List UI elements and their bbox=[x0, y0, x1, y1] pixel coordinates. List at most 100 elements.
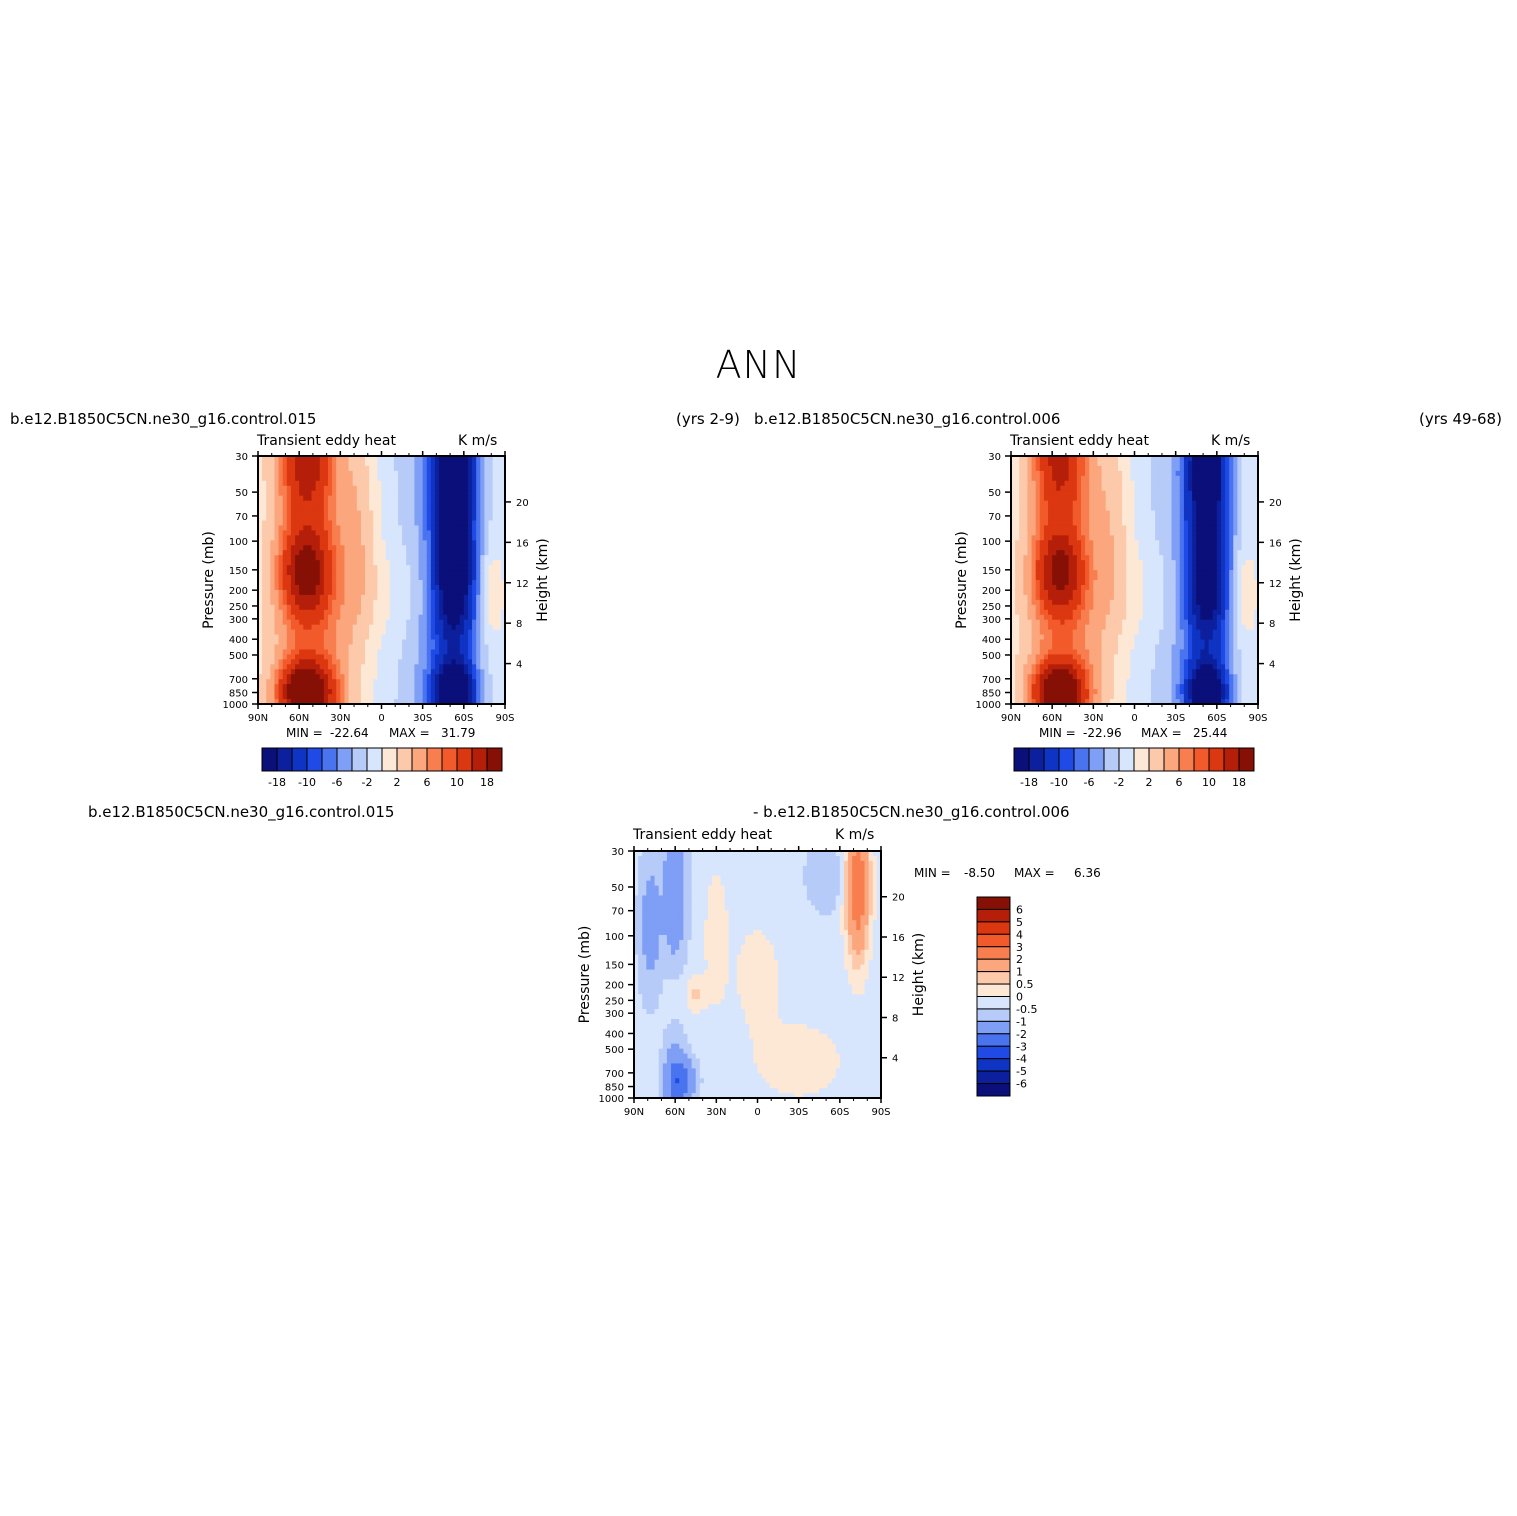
panel2-cell bbox=[1130, 614, 1136, 621]
panel2-cell bbox=[1064, 465, 1070, 472]
panel2-cell bbox=[1146, 545, 1152, 551]
panel1-xtick-label: 0 bbox=[378, 713, 384, 724]
panel1-cell bbox=[480, 589, 486, 596]
panel2-cell bbox=[1159, 589, 1164, 596]
panel1-cell bbox=[393, 639, 399, 646]
panel1-cell bbox=[426, 589, 432, 596]
panel2-cell bbox=[1085, 570, 1090, 576]
panel2-cell bbox=[1072, 510, 1078, 517]
panel1-cell bbox=[323, 654, 329, 660]
panel1-cell bbox=[476, 659, 481, 665]
panel1-xtick-label: 60S bbox=[454, 713, 473, 724]
panel1-cell bbox=[439, 679, 444, 685]
panel1-cell bbox=[393, 599, 399, 606]
panel1-cell bbox=[484, 624, 490, 631]
panel1-cell bbox=[303, 510, 308, 517]
panel1-cell bbox=[447, 639, 453, 646]
panel1-cell bbox=[278, 654, 284, 660]
panel2-cell bbox=[1027, 505, 1033, 512]
panel1-cell bbox=[295, 604, 300, 611]
panel2-cell bbox=[1130, 540, 1136, 546]
panel1-cell bbox=[480, 694, 486, 700]
panel2-cell bbox=[1138, 480, 1144, 487]
panel1-cell bbox=[336, 555, 341, 561]
panel1-cell bbox=[430, 664, 436, 670]
panel1-cell bbox=[406, 684, 411, 690]
panel1-cell bbox=[369, 609, 374, 616]
panel1-cell bbox=[373, 570, 378, 576]
panel1-cell bbox=[467, 545, 473, 551]
panel1-cell bbox=[480, 669, 486, 675]
panel2-cell bbox=[1138, 550, 1144, 556]
panel1-cell bbox=[352, 664, 358, 670]
panel1-cell bbox=[315, 520, 321, 527]
panel1-cell bbox=[463, 505, 469, 512]
panel2-cell bbox=[1039, 629, 1045, 636]
panel2-cell bbox=[1035, 515, 1041, 522]
panel2-cell bbox=[1122, 530, 1127, 536]
panel2-cell bbox=[1101, 456, 1107, 462]
panel1-cell bbox=[500, 485, 506, 492]
panel1-cell bbox=[340, 654, 346, 660]
panel2-cell bbox=[1126, 500, 1131, 507]
panel1-cell bbox=[311, 555, 317, 561]
panel1-cell bbox=[262, 475, 267, 482]
panel1-cell bbox=[418, 565, 424, 571]
panel1-cell bbox=[377, 460, 383, 467]
panel1-cell bbox=[356, 540, 362, 546]
panel2-cell bbox=[1080, 495, 1086, 502]
panel1-cell bbox=[278, 515, 284, 522]
panel1-cell bbox=[480, 505, 486, 512]
panel1-cell bbox=[447, 545, 453, 551]
panel1-cell bbox=[385, 594, 391, 601]
panel2-cell bbox=[1068, 550, 1074, 556]
panel1-cell bbox=[282, 575, 288, 581]
panel2-cell bbox=[1060, 669, 1066, 675]
panel1-cell bbox=[278, 565, 284, 571]
panel1-cell bbox=[270, 684, 276, 690]
panel1-cell bbox=[295, 580, 300, 586]
panel1-cell bbox=[459, 475, 465, 482]
panel1-cell bbox=[377, 624, 383, 631]
panel2-cell bbox=[1089, 589, 1094, 596]
panel1-cell bbox=[492, 550, 498, 556]
panel1-cell bbox=[377, 470, 383, 477]
panel2-cell bbox=[1113, 480, 1119, 487]
panel1-cell bbox=[266, 624, 271, 631]
panel1-cell bbox=[303, 689, 308, 695]
panel1-cell bbox=[311, 490, 317, 497]
panel1-cell bbox=[336, 639, 341, 646]
panel1-cell bbox=[365, 594, 370, 601]
panel2-cell bbox=[1093, 654, 1099, 660]
panel1-cell bbox=[336, 659, 341, 665]
panel2-cell bbox=[1076, 560, 1082, 566]
panel1-cell bbox=[377, 699, 383, 705]
panel1-cell bbox=[393, 649, 399, 655]
panel1-cell bbox=[299, 560, 304, 566]
panel2-cell bbox=[1064, 565, 1070, 571]
panel1-cell bbox=[447, 599, 453, 606]
panel1-cell bbox=[270, 674, 276, 680]
panel2-cell bbox=[1056, 689, 1061, 695]
panel1-cell bbox=[472, 604, 477, 611]
panel2-cell bbox=[1064, 684, 1070, 690]
panel1-cell bbox=[356, 460, 362, 467]
panel1-units: K m/s bbox=[458, 433, 498, 449]
panel2-cell bbox=[1031, 649, 1037, 655]
panel1-cell bbox=[463, 535, 469, 541]
panel1-cell bbox=[402, 614, 407, 621]
panel1-cell bbox=[443, 485, 448, 492]
panel1-cell bbox=[356, 505, 362, 512]
panel1-cell bbox=[348, 654, 354, 660]
panel1-cell bbox=[286, 654, 292, 660]
panel2-cell bbox=[1039, 654, 1045, 660]
panel2-cell bbox=[1101, 599, 1107, 606]
panel1-cell bbox=[348, 555, 354, 561]
panel1-cell bbox=[467, 689, 473, 695]
panel2-cell bbox=[1101, 594, 1107, 601]
panel1-cell bbox=[484, 619, 490, 626]
panel1-cell bbox=[418, 604, 424, 611]
panel1-cell bbox=[274, 520, 280, 527]
panel2-cell bbox=[1023, 659, 1029, 665]
panel1-cell bbox=[344, 669, 350, 675]
